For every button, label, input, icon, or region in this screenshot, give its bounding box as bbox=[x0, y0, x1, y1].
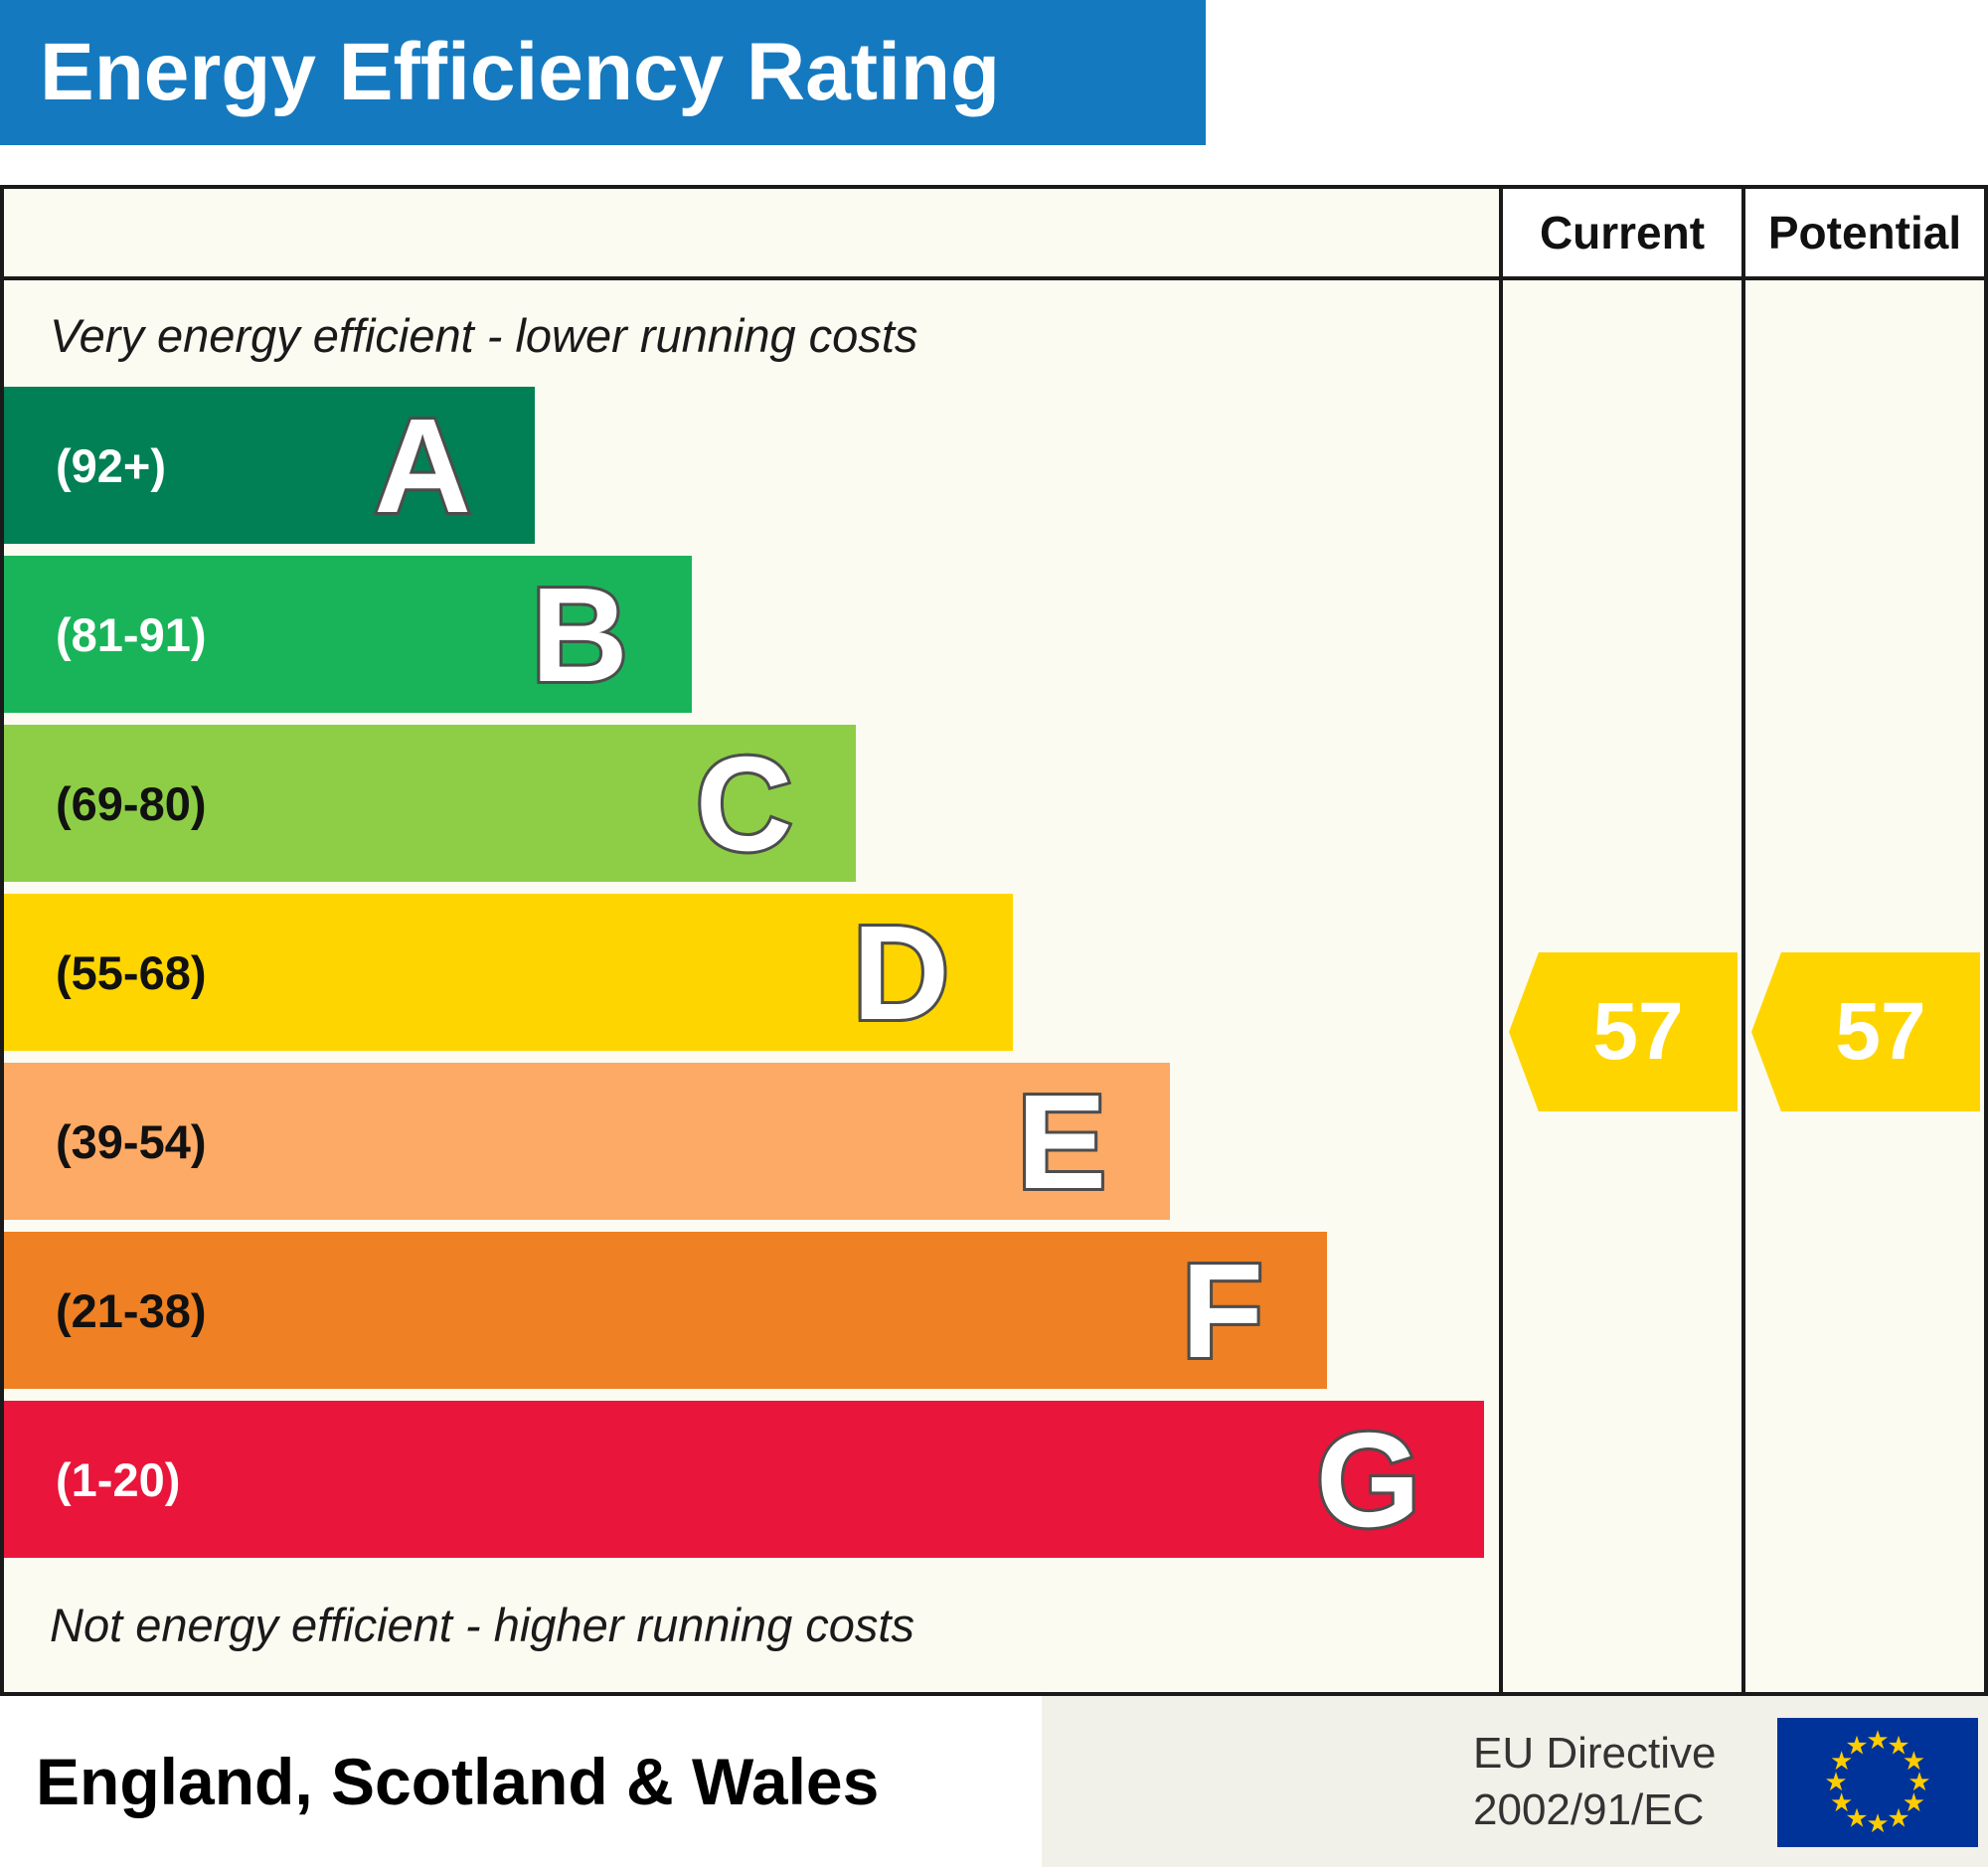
band-b-range: (81-91) bbox=[56, 607, 207, 661]
band-a: (92+) A bbox=[4, 387, 535, 544]
epc-scale: Very energy efficient - lower running co… bbox=[4, 280, 1499, 1692]
band-d-letter: D bbox=[850, 897, 952, 1048]
region-label: England, Scotland & Wales bbox=[36, 1745, 880, 1818]
eu-star-icon: ★ bbox=[1845, 1732, 1868, 1762]
band-b: (81-91) B bbox=[4, 556, 692, 713]
current-rating-value: 57 bbox=[1592, 986, 1684, 1077]
eu-star-icon: ★ bbox=[1830, 1788, 1853, 1818]
current-rating-arrow: 57 bbox=[1509, 952, 1738, 1111]
eu-star-icon: ★ bbox=[1845, 1803, 1868, 1833]
band-f-range: (21-38) bbox=[56, 1283, 207, 1337]
bottom-note: Not energy efficient - higher running co… bbox=[50, 1599, 914, 1651]
band-g-range: (1-20) bbox=[56, 1452, 181, 1506]
footer: England, Scotland & Wales EU Directive 2… bbox=[0, 1696, 1988, 1867]
eu-flag-icon: ★★★★★★★★★★★★ bbox=[1777, 1718, 1978, 1847]
eu-directive-line1: EU Directive bbox=[1473, 1728, 1717, 1778]
potential-rating-arrow: 57 bbox=[1751, 952, 1980, 1111]
potential-rating-value: 57 bbox=[1835, 986, 1926, 1077]
eu-star-icon: ★ bbox=[1903, 1747, 1925, 1777]
band-d-range: (55-68) bbox=[56, 945, 207, 999]
band-a-letter: A bbox=[371, 390, 473, 541]
eu-star-icon: ★ bbox=[1866, 1726, 1889, 1756]
epc-chart: Current Potential Very energy efficient … bbox=[0, 185, 1988, 1696]
band-e-letter: E bbox=[1014, 1066, 1109, 1217]
band-c-range: (69-80) bbox=[56, 776, 207, 830]
eu-star-icon: ★ bbox=[1907, 1768, 1930, 1797]
eu-directive-label: EU Directive 2002/91/EC bbox=[1473, 1725, 1717, 1838]
eu-star-icon: ★ bbox=[1866, 1809, 1889, 1839]
band-g-letter: G bbox=[1313, 1404, 1423, 1555]
band-d: (55-68) D bbox=[4, 894, 1014, 1051]
eu-star-icon: ★ bbox=[1903, 1788, 1925, 1818]
eu-star-icon: ★ bbox=[1887, 1803, 1909, 1833]
header-potential: Potential bbox=[1741, 189, 1984, 280]
band-e: (39-54) E bbox=[4, 1063, 1171, 1220]
eu-directive-line2: 2002/91/EC bbox=[1473, 1785, 1705, 1834]
band-b-letter: B bbox=[528, 559, 630, 710]
potential-column: 57 bbox=[1741, 280, 1984, 1692]
band-e-range: (39-54) bbox=[56, 1114, 207, 1168]
band-c: (69-80) C bbox=[4, 725, 857, 882]
band-g: (1-20) G bbox=[4, 1401, 1484, 1558]
band-f: (21-38) F bbox=[4, 1232, 1328, 1389]
current-column: 57 bbox=[1499, 280, 1741, 1692]
title-bar: Energy Efficiency Rating bbox=[0, 0, 1206, 145]
eu-star-icon: ★ bbox=[1887, 1732, 1909, 1762]
top-note: Very energy efficient - lower running co… bbox=[50, 309, 918, 362]
band-a-range: (92+) bbox=[56, 438, 167, 492]
header-spacer bbox=[4, 189, 1499, 280]
band-f-letter: F bbox=[1179, 1235, 1267, 1386]
header-current: Current bbox=[1499, 189, 1741, 280]
eu-star-icon: ★ bbox=[1824, 1768, 1847, 1797]
eu-star-icon: ★ bbox=[1830, 1747, 1853, 1777]
band-c-letter: C bbox=[693, 728, 795, 879]
page-title: Energy Efficiency Rating bbox=[40, 27, 1001, 117]
